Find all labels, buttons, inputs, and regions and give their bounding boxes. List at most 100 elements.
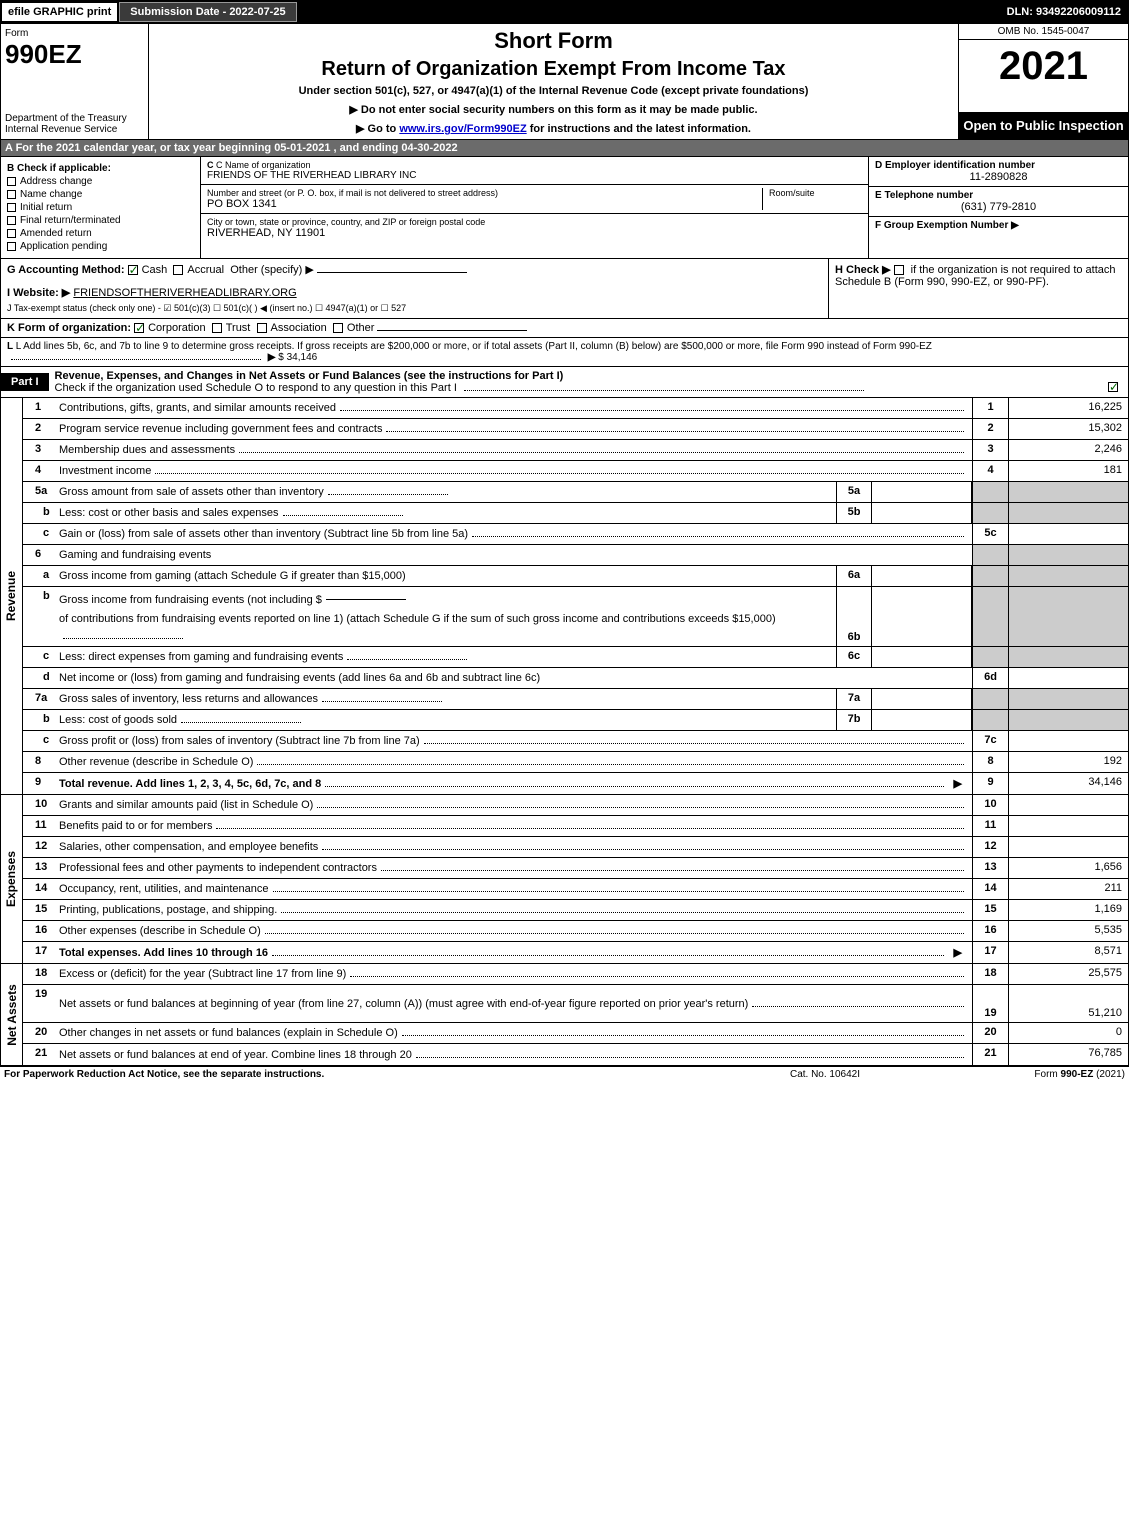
line6d-val: [1008, 668, 1128, 688]
org-name-label: C Name of organization: [216, 160, 311, 170]
line21-val: 76,785: [1008, 1044, 1128, 1065]
line7a-val: [872, 689, 972, 709]
goto-suffix: for instructions and the latest informat…: [527, 123, 751, 135]
line7b-mid: 7b: [836, 710, 872, 730]
line1-num: 1: [972, 398, 1008, 418]
checkbox-trust[interactable]: [212, 323, 222, 333]
checkbox-other-org[interactable]: [333, 323, 343, 333]
part1-title: Revenue, Expenses, and Changes in Net As…: [55, 370, 1122, 382]
line7b-val: [872, 710, 972, 730]
dln-number: DLN: 93492206009112: [1007, 6, 1127, 18]
other-org-input[interactable]: [377, 330, 527, 331]
line9-num: 9: [972, 773, 1008, 794]
ssn-warning: ▶ Do not enter social security numbers o…: [157, 103, 950, 116]
department-text: Department of the Treasury Internal Reve…: [5, 113, 144, 135]
efile-print-button[interactable]: efile GRAPHIC print: [2, 3, 117, 21]
goto-instruction: ▶ Go to www.irs.gov/Form990EZ for instru…: [157, 122, 950, 135]
checkbox-name-change[interactable]: [7, 190, 16, 199]
line11-num: 11: [972, 816, 1008, 836]
line2-num: 2: [972, 419, 1008, 439]
checkbox-corp[interactable]: [134, 323, 144, 333]
line17-desc: Total expenses. Add lines 10 through 16: [59, 947, 268, 959]
line5c-val: [1008, 524, 1128, 544]
catalog-number: Cat. No. 10642I: [725, 1069, 925, 1080]
line18-num: 18: [972, 964, 1008, 984]
line6a-mid: 6a: [836, 566, 872, 586]
checkbox-cash[interactable]: [128, 265, 138, 275]
line6a-desc: Gross income from gaming (attach Schedul…: [59, 570, 406, 582]
section-l-arrow: ▶: [268, 352, 276, 363]
org-name: FRIENDS OF THE RIVERHEAD LIBRARY INC: [207, 170, 862, 181]
line6b-amount-input[interactable]: [326, 599, 406, 600]
line1-val: 16,225: [1008, 398, 1128, 418]
irs-link[interactable]: www.irs.gov/Form990EZ: [399, 123, 526, 135]
line6b-val: [872, 587, 972, 646]
label-cash: Cash: [142, 264, 168, 276]
line20-val: 0: [1008, 1023, 1128, 1043]
checkbox-accrual[interactable]: [173, 265, 183, 275]
checkbox-amended-return[interactable]: [7, 229, 16, 238]
line9-val: 34,146: [1008, 773, 1128, 794]
ein-value: 11-2890828: [875, 171, 1122, 183]
line19-num: 19: [972, 985, 1008, 1022]
other-specify-input[interactable]: [317, 272, 467, 273]
city-label: City or town, state or province, country…: [207, 217, 862, 227]
line14-val: 211: [1008, 879, 1128, 899]
line4-val: 181: [1008, 461, 1128, 481]
expenses-section-label: Expenses: [1, 795, 23, 963]
checkbox-schedule-b[interactable]: [894, 265, 904, 275]
line6-desc: Gaming and fundraising events: [59, 549, 211, 561]
line11-desc: Benefits paid to or for members: [59, 820, 212, 832]
checkbox-initial-return[interactable]: [7, 203, 16, 212]
group-exemption-label: F Group Exemption Number ▶: [875, 220, 1122, 231]
label-address-change: Address change: [20, 176, 92, 187]
public-inspection-badge: Open to Public Inspection: [959, 112, 1128, 139]
checkbox-address-change[interactable]: [7, 177, 16, 186]
line21-num: 21: [972, 1044, 1008, 1065]
checkbox-assoc[interactable]: [257, 323, 267, 333]
checkbox-final-return[interactable]: [7, 216, 16, 225]
checkbox-schedule-o[interactable]: [1108, 382, 1118, 392]
line5a-desc: Gross amount from sale of assets other t…: [59, 486, 324, 498]
label-corp: Corporation: [148, 322, 205, 334]
line21-desc: Net assets or fund balances at end of ye…: [59, 1049, 412, 1061]
section-b-checkboxes: B Check if applicable: Address change Na…: [1, 157, 201, 258]
line6d-desc: Net income or (loss) from gaming and fun…: [59, 672, 540, 684]
label-other-org: Other: [347, 322, 375, 334]
submission-date-box: Submission Date - 2022-07-25: [119, 2, 296, 22]
part1-check-text: Check if the organization used Schedule …: [55, 382, 457, 394]
city-state-zip: RIVERHEAD, NY 11901: [207, 227, 862, 239]
label-other-specify: Other (specify) ▶: [230, 264, 314, 276]
website-label: I Website: ▶: [7, 287, 70, 299]
line19-desc: Net assets or fund balances at beginning…: [59, 998, 748, 1010]
room-suite-label: Room/suite: [762, 188, 862, 210]
checkbox-application-pending[interactable]: [7, 242, 16, 251]
revenue-section-label: Revenue: [1, 398, 23, 794]
line6c-mid: 6c: [836, 647, 872, 667]
form-identity-block: Form 990EZ Department of the Treasury In…: [1, 24, 149, 139]
line12-desc: Salaries, other compensation, and employ…: [59, 841, 318, 853]
line3-val: 2,246: [1008, 440, 1128, 460]
subtitle: Under section 501(c), 527, or 4947(a)(1)…: [157, 85, 950, 97]
short-form-title: Short Form: [157, 28, 950, 54]
line10-val: [1008, 795, 1128, 815]
line12-num: 12: [972, 837, 1008, 857]
line9-desc: Total revenue. Add lines 1, 2, 3, 4, 5c,…: [59, 778, 321, 790]
form-number: 990EZ: [5, 39, 144, 70]
line14-desc: Occupancy, rent, utilities, and maintena…: [59, 883, 269, 895]
line5a-mid: 5a: [836, 482, 872, 502]
line20-num: 20: [972, 1023, 1008, 1043]
line6d-num: 6d: [972, 668, 1008, 688]
line5b-mid: 5b: [836, 503, 872, 523]
line5a-val: [872, 482, 972, 502]
street-label: Number and street (or P. O. box, if mail…: [207, 188, 762, 198]
line15-desc: Printing, publications, postage, and shi…: [59, 904, 277, 916]
ein-label: D Employer identification number: [875, 160, 1122, 171]
line1-desc: Contributions, gifts, grants, and simila…: [59, 402, 336, 414]
line8-val: 192: [1008, 752, 1128, 772]
arrow-icon: ▶: [954, 777, 962, 790]
line3-desc: Membership dues and assessments: [59, 444, 235, 456]
main-title: Return of Organization Exempt From Incom…: [157, 58, 950, 81]
street-address: PO BOX 1341: [207, 198, 762, 210]
line17-val: 8,571: [1008, 942, 1128, 963]
